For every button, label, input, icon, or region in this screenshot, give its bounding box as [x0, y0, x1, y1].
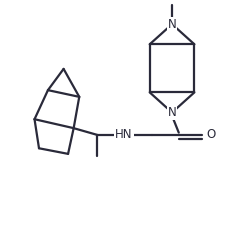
- Text: O: O: [206, 128, 216, 141]
- Text: HN: HN: [115, 128, 133, 141]
- Text: N: N: [168, 18, 176, 31]
- Text: N: N: [168, 106, 176, 119]
